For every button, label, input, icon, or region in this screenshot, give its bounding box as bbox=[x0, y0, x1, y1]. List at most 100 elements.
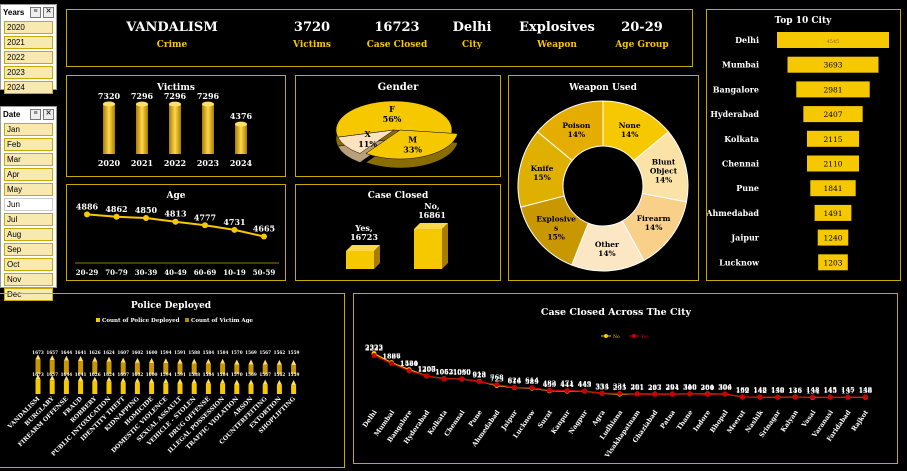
pie-slice bbox=[365, 129, 458, 160]
kpi-weapon-label: Weapon bbox=[537, 40, 577, 50]
bar-cap bbox=[163, 378, 169, 384]
slicer-item[interactable]: Jun bbox=[4, 198, 53, 211]
slicer-item[interactable]: 2023 bbox=[4, 66, 53, 79]
data-label: 1626 bbox=[89, 350, 101, 355]
bar bbox=[205, 383, 211, 394]
bar bbox=[810, 180, 856, 197]
data-label: 331 bbox=[613, 382, 627, 390]
data-label: 1588 bbox=[188, 372, 200, 377]
bar bbox=[103, 104, 115, 154]
bar-top bbox=[235, 121, 247, 127]
bar-cap bbox=[78, 355, 84, 361]
data-label: 140 bbox=[771, 386, 785, 394]
bar bbox=[346, 251, 374, 269]
slicer-item[interactable]: Feb bbox=[4, 138, 53, 151]
slicer-item[interactable]: 2022 bbox=[4, 51, 53, 64]
city-cases-panel: Case Closed Across The City No Yes 2323 1866… bbox=[353, 293, 898, 464]
bar-cap bbox=[191, 358, 197, 364]
data-label: 300 bbox=[718, 384, 732, 392]
data-point bbox=[494, 382, 500, 388]
data-label: 295 bbox=[613, 384, 627, 392]
bar-cap bbox=[177, 358, 183, 364]
data-label: 1591 bbox=[174, 372, 186, 377]
data-point bbox=[389, 360, 395, 366]
x-tick-label: 2024 bbox=[230, 158, 253, 168]
data-point bbox=[406, 368, 412, 374]
donut-label: Blunt Object 14% bbox=[650, 157, 678, 184]
bar bbox=[806, 130, 860, 147]
donut-label: None 14% bbox=[619, 121, 641, 139]
data-label: 4376 bbox=[230, 111, 253, 121]
bar bbox=[78, 360, 84, 374]
gender-chart: Gender F56% M33% X11% bbox=[335, 82, 458, 169]
bar bbox=[291, 365, 297, 374]
slicer-item[interactable]: Nov bbox=[4, 273, 53, 286]
slicer-item[interactable]: Aug bbox=[4, 228, 53, 241]
x-tick-label: 20-29 bbox=[76, 268, 99, 277]
bar-top bbox=[414, 223, 448, 229]
slicer-item[interactable]: Oct bbox=[4, 258, 53, 271]
data-label: 1591 bbox=[174, 350, 186, 355]
bar-top bbox=[103, 101, 115, 107]
data-label: 146 bbox=[788, 387, 802, 395]
data-label: 300 bbox=[701, 384, 715, 392]
slicer-item[interactable]: Apr bbox=[4, 168, 53, 181]
police-panel: Police Deployed Count of Police Deployed C… bbox=[0, 293, 345, 468]
data-point bbox=[424, 373, 430, 379]
data-label: 1624 bbox=[103, 350, 115, 355]
data-label: 616 bbox=[508, 378, 522, 386]
y-tick-label: Chennai bbox=[722, 159, 759, 169]
data-point bbox=[740, 394, 746, 400]
clear-filter-icon[interactable]: ✕ bbox=[43, 6, 54, 18]
x-tick-label: Agra bbox=[590, 408, 607, 428]
bar bbox=[276, 384, 282, 394]
data-point bbox=[792, 394, 798, 400]
kpi-age-group: 20-29 Age Group bbox=[607, 20, 677, 50]
data-label: 1626 bbox=[89, 372, 101, 377]
legend-label: Yes bbox=[640, 334, 649, 340]
slicer-item[interactable]: 2021 bbox=[4, 36, 53, 49]
data-label: 2323 bbox=[365, 344, 384, 352]
kpi-weapon: Explosives Weapon bbox=[517, 20, 597, 50]
bar-cap bbox=[234, 359, 240, 365]
bar bbox=[106, 361, 112, 374]
slicer-item[interactable]: May bbox=[4, 183, 53, 196]
bar bbox=[177, 363, 183, 374]
slicer-item[interactable]: Mar bbox=[4, 153, 53, 166]
slicer-item[interactable]: Sep bbox=[4, 243, 53, 256]
slicer-item[interactable]: Jan bbox=[4, 123, 53, 136]
slicer-item[interactable]: 2020 bbox=[4, 21, 53, 34]
data-point bbox=[143, 215, 149, 221]
data-label: 1584 bbox=[203, 350, 215, 355]
data-label: 449 bbox=[578, 380, 592, 388]
data-label: 2115 bbox=[823, 135, 842, 144]
bar bbox=[149, 383, 155, 394]
multi-select-icon[interactable]: ≡ bbox=[30, 108, 41, 120]
bar bbox=[163, 363, 169, 374]
bar-cap bbox=[63, 355, 69, 361]
x-tick-label: Delhi bbox=[361, 408, 379, 429]
bar bbox=[134, 382, 140, 394]
multi-select-icon[interactable]: ≡ bbox=[30, 6, 41, 18]
years-slicer-title: Years bbox=[3, 7, 25, 17]
kpi-banner: VANDALISM Crime 3720 Victims 16723 Case … bbox=[66, 9, 693, 67]
x-tick-label: Rajkot bbox=[850, 409, 870, 433]
data-label: 2407 bbox=[823, 110, 842, 119]
slicer-item[interactable]: 2024 bbox=[4, 81, 53, 94]
bar bbox=[35, 359, 41, 374]
data-point bbox=[113, 213, 120, 220]
pie-slice bbox=[337, 129, 395, 154]
bar bbox=[777, 32, 889, 48]
kpi-victims: 3720 Victims bbox=[282, 20, 342, 50]
clear-filter-icon[interactable]: ✕ bbox=[43, 108, 54, 120]
slicer-item[interactable]: Dec bbox=[4, 288, 53, 301]
data-label: 2110 bbox=[823, 160, 842, 169]
data-label: 7296 bbox=[131, 91, 154, 101]
data-label: 1866 bbox=[383, 353, 402, 361]
slicer-item[interactable]: Jul bbox=[4, 213, 53, 226]
data-label: 334 bbox=[595, 382, 609, 390]
data-label: 2981 bbox=[823, 85, 842, 94]
bar-cap bbox=[276, 379, 282, 385]
pie-slice bbox=[335, 100, 453, 138]
data-point bbox=[441, 376, 447, 382]
